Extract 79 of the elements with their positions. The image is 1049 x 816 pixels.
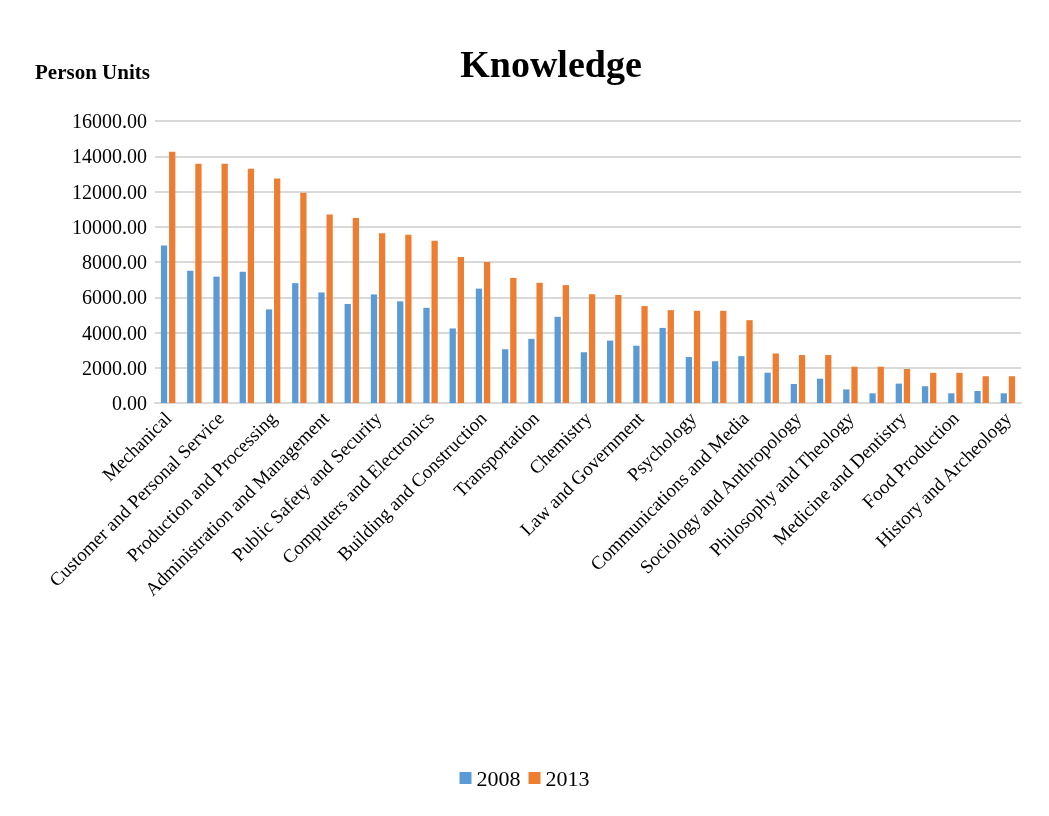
bar (195, 163, 202, 403)
bar (877, 366, 884, 403)
bar (274, 178, 281, 403)
bar (536, 282, 543, 403)
bar (667, 310, 674, 403)
bar (457, 256, 464, 403)
bar (397, 301, 404, 403)
bar (746, 320, 753, 403)
bar (562, 285, 569, 403)
y-axis-title: Person Units (35, 59, 150, 84)
bar (1008, 376, 1016, 403)
bar (738, 356, 745, 403)
bar (247, 168, 255, 403)
bar (580, 352, 588, 403)
bar (352, 217, 360, 403)
bar (685, 357, 693, 403)
bar (300, 192, 307, 403)
y-tick-label: 12000.00 (72, 180, 147, 203)
bar (213, 276, 220, 403)
legend-label: 2008 (476, 765, 521, 791)
bar (982, 376, 989, 403)
bar (475, 288, 483, 403)
bar (921, 386, 929, 403)
bar (449, 328, 456, 403)
bar (588, 294, 596, 403)
bar (790, 383, 797, 403)
bar (851, 366, 858, 403)
bar (895, 383, 902, 403)
bar (502, 349, 509, 403)
bar (772, 353, 779, 403)
bar (720, 310, 727, 403)
bar (187, 270, 194, 403)
bar (1000, 393, 1007, 403)
bar (239, 271, 246, 403)
y-tick-label: 16000.00 (72, 110, 147, 132)
y-tick-label: 2000.00 (82, 356, 147, 379)
bar (221, 163, 228, 403)
bar (764, 372, 771, 403)
bar (615, 294, 622, 403)
bar (431, 240, 438, 403)
bar (641, 306, 648, 403)
bar (326, 214, 333, 403)
bar (292, 283, 299, 403)
bar (344, 303, 351, 403)
bar (825, 355, 832, 403)
bar (169, 151, 176, 403)
bar (318, 292, 325, 403)
bar (379, 233, 386, 403)
bar (405, 234, 412, 403)
bar (869, 393, 876, 403)
bar (956, 372, 963, 403)
bar (816, 378, 824, 403)
bar (554, 316, 561, 403)
bar (265, 309, 273, 403)
bar (160, 245, 168, 403)
bar (483, 262, 491, 403)
legend-label: 2013 (545, 765, 590, 791)
bar (370, 294, 378, 403)
bar (423, 307, 430, 403)
bar (607, 340, 614, 403)
bar (659, 327, 666, 403)
bar (693, 310, 701, 403)
bar (633, 345, 640, 403)
y-tick-label: 8000.00 (82, 251, 147, 273)
bar (903, 368, 911, 403)
chart-title: Knowledge (460, 43, 642, 85)
y-tick-label: 6000.00 (82, 286, 147, 309)
bar (712, 361, 719, 403)
bar (843, 389, 850, 403)
y-tick-label: 10000.00 (72, 215, 147, 238)
y-tick-label: 4000.00 (82, 321, 147, 344)
bar (930, 372, 937, 403)
y-tick-label: 0.00 (112, 392, 147, 414)
y-tick-label: 14000.00 (72, 145, 147, 168)
bar (974, 391, 981, 403)
bar (948, 393, 955, 403)
bar (528, 338, 535, 403)
bar (510, 277, 517, 403)
bar (798, 355, 806, 403)
